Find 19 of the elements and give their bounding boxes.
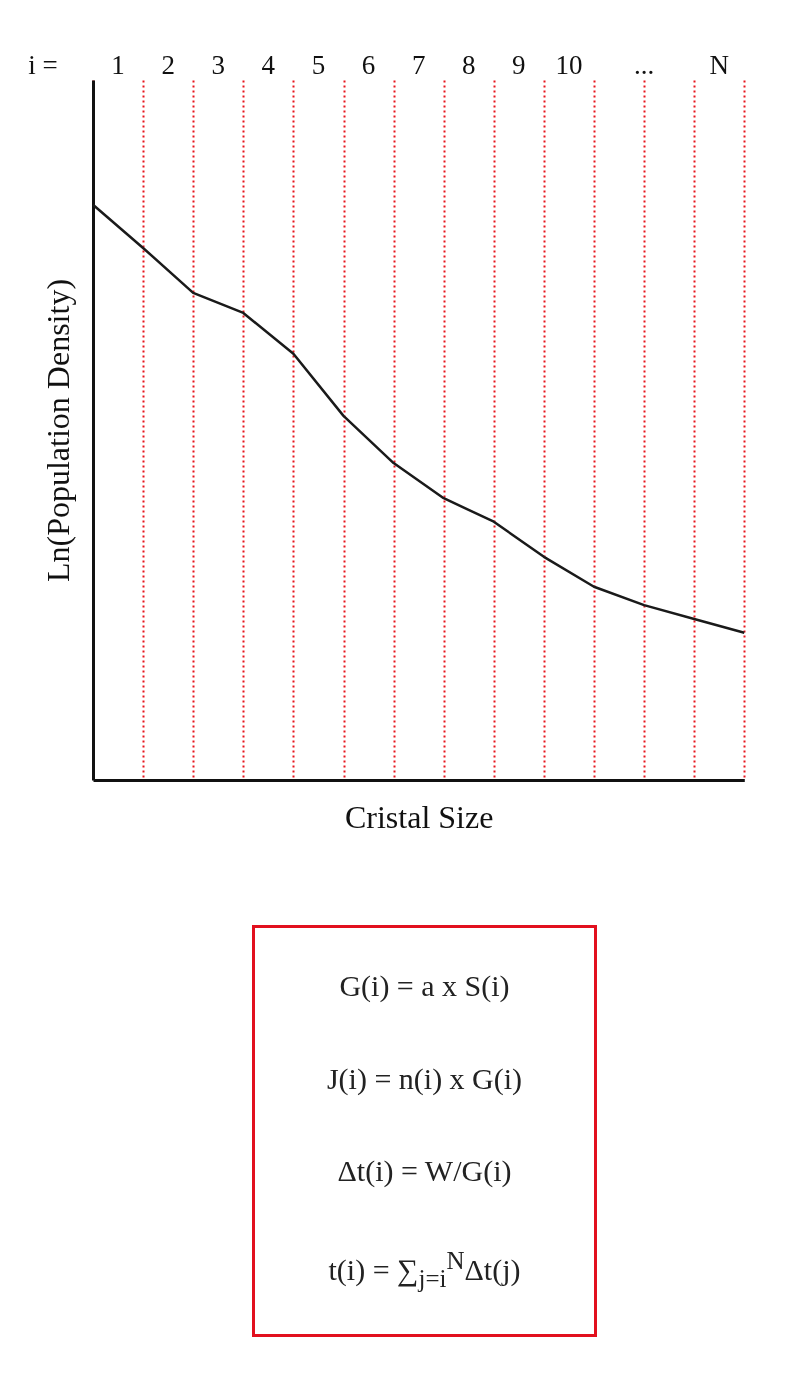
text: 8 bbox=[462, 50, 476, 81]
text: N bbox=[709, 50, 729, 81]
text: 5 bbox=[311, 50, 326, 81]
text: 10 bbox=[555, 50, 583, 81]
text: J(i) = n(i) x G(i) bbox=[326, 1061, 523, 1096]
text: 6 bbox=[361, 50, 376, 81]
text: 3 bbox=[211, 50, 225, 81]
text: t(i) = ∑$_{j=i}$$^{N}$Δt(j) bbox=[328, 1246, 521, 1293]
text: 2 bbox=[161, 50, 175, 81]
text: 7 bbox=[411, 50, 426, 81]
text: i = bbox=[28, 50, 58, 81]
y-axis-title: Ln(Population Density) bbox=[39, 278, 76, 583]
text: Δt(i) = W/G(i) bbox=[337, 1154, 512, 1189]
x-axis-title: Cristal Size bbox=[344, 798, 494, 835]
text: 1 bbox=[111, 50, 125, 81]
text: 4 bbox=[261, 50, 276, 81]
text: G(i) = a x S(i) bbox=[339, 969, 510, 1004]
text: ... bbox=[633, 50, 655, 81]
text: 9 bbox=[512, 50, 526, 81]
